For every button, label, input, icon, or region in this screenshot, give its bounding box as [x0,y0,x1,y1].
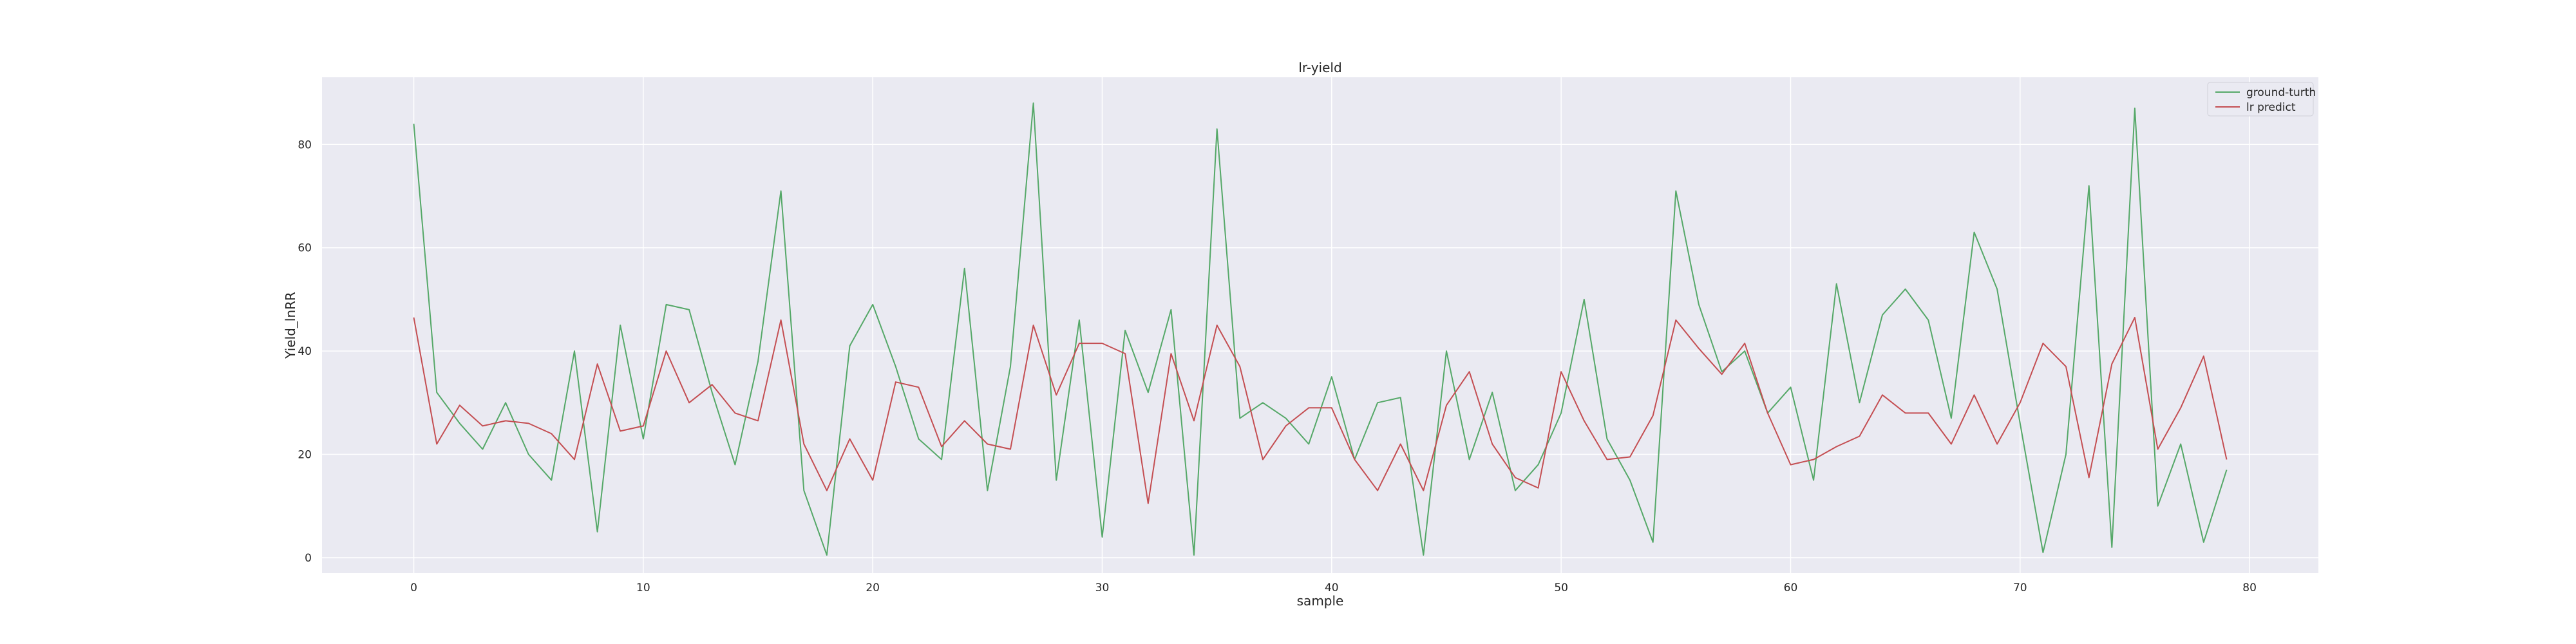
x-tick-label: 80 [2242,582,2257,594]
y-tick-label: 60 [298,242,312,255]
x-tick-label: 20 [866,582,880,594]
x-tick-label: 50 [1554,582,1568,594]
x-tick-label: 40 [1325,582,1339,594]
legend: ground-turth lr predict [2207,82,2316,117]
series-line-lr-predict [413,317,2228,504]
x-tick-labels: 0 10 20 30 40 50 60 70 80 [410,582,2257,594]
chart-title: lr-yield [1298,60,1341,75]
y-tick-labels: 0 20 40 60 80 [298,138,312,565]
y-tick-label: 20 [298,449,312,462]
x-tick-label: 0 [410,582,417,594]
x-tick-label: 30 [1095,582,1110,594]
x-tick-label: 60 [1784,582,1798,594]
x-tick-label: 70 [2013,582,2027,594]
legend-label-lr-predict: lr predict [2246,101,2296,114]
legend-label-ground-turth: ground-turth [2246,86,2316,99]
y-tick-label: 40 [298,345,312,358]
x-tick-label: 10 [636,582,650,594]
y-tick-label: 0 [305,552,312,565]
y-tick-label: 80 [298,138,312,151]
y-axis-title: Yield_lnRR [283,292,298,359]
grid-lines [322,77,2318,573]
series-line-ground-turth [413,102,2228,556]
series-lines [413,102,2228,556]
x-axis-title: sample [1297,593,1344,609]
plot-background [322,77,2318,573]
